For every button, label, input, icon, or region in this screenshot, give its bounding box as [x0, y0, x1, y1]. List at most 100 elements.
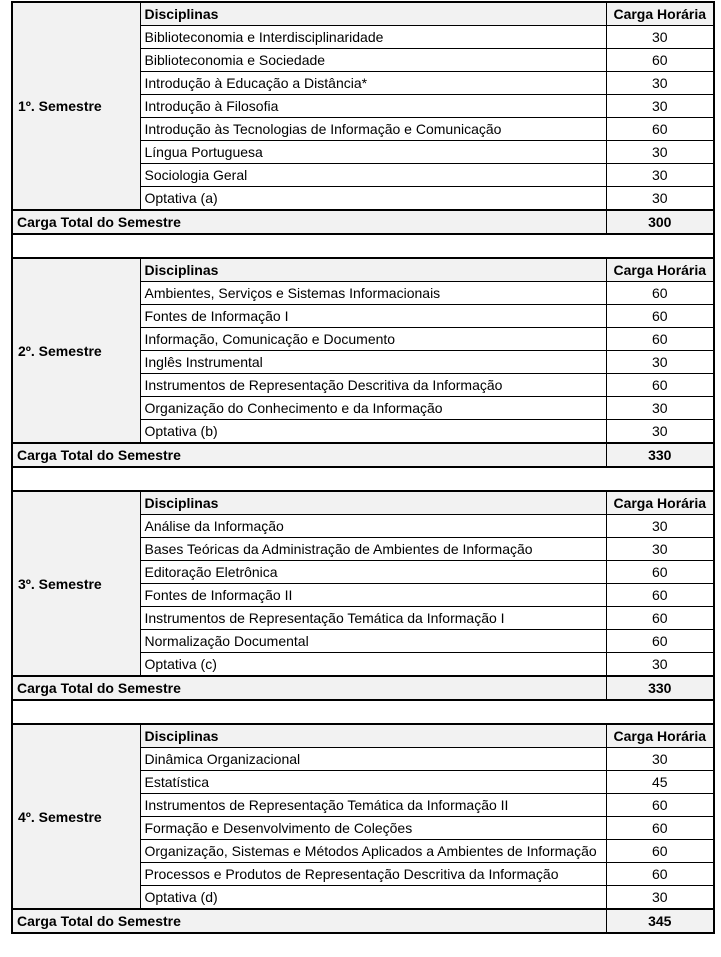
- discipline-hours: 30: [605, 25, 715, 49]
- total-row: Carga Total do Semestre 330: [11, 442, 715, 468]
- discipline-hours: 60: [605, 606, 715, 630]
- spacer-row: [11, 466, 715, 492]
- total-row: Carga Total do Semestre 330: [11, 675, 715, 701]
- discipline-name: Optativa (d): [139, 885, 607, 910]
- total-label: Carga Total do Semestre: [11, 675, 607, 701]
- carga-horaria-header: Carga Horária: [605, 1, 715, 26]
- table-row: Optativa (a) 30: [12, 186, 715, 211]
- curriculum-table: 1º. Semestre Disciplinas Carga Horária Bibl…: [11, 1, 715, 934]
- discipline-name: Fontes de Informação I: [139, 304, 607, 328]
- discipline-hours: 30: [605, 652, 715, 677]
- table-row: Organização do Conhecimento e da Informa…: [12, 396, 715, 420]
- discipline-name: Optativa (c): [139, 652, 607, 677]
- discipline-name: Instrumentos de Representação Temática d…: [139, 793, 607, 817]
- discipline-name: Optativa (b): [139, 419, 607, 444]
- carga-horaria-header: Carga Horária: [605, 490, 715, 515]
- total-hours: 345: [605, 908, 715, 934]
- semester-label: 4º. Semestre: [11, 723, 141, 910]
- discipline-name: Formação e Desenvolvimento de Coleções: [139, 816, 607, 840]
- total-label: Carga Total do Semestre: [11, 908, 607, 934]
- header-row: 4º. Semestre Disciplinas Carga Horária: [11, 723, 715, 910]
- total-hours: 330: [605, 442, 715, 468]
- discipline-hours: 30: [605, 885, 715, 910]
- discipline-name: Análise da Informação: [139, 514, 607, 538]
- discipline-hours: 30: [605, 71, 715, 95]
- discipline-hours: 30: [605, 537, 715, 561]
- discipline-name: Informação, Comunicação e Documento: [139, 327, 607, 351]
- semester-label: 3º. Semestre: [11, 490, 141, 677]
- discipline-hours: 60: [605, 862, 715, 886]
- table-row: Sociologia Geral 30: [12, 163, 715, 187]
- total-label: Carga Total do Semestre: [11, 209, 607, 235]
- spacer-cell: [11, 699, 715, 725]
- discipline-name: Biblioteconomia e Interdisciplinaridade: [139, 25, 607, 49]
- discipline-hours: 30: [605, 514, 715, 538]
- spacer-row: [11, 233, 715, 259]
- discipline-name: Organização do Conhecimento e da Informa…: [139, 396, 607, 420]
- discipline-hours: 30: [605, 396, 715, 420]
- discipline-hours: 30: [605, 350, 715, 374]
- disciplinas-header: Disciplinas: [139, 723, 607, 748]
- carga-horaria-header: Carga Horária: [605, 723, 715, 748]
- discipline-hours: 30: [605, 94, 715, 118]
- discipline-hours: 45: [605, 770, 715, 794]
- discipline-name: Biblioteconomia e Sociedade: [139, 48, 607, 72]
- discipline-name: Introdução à Educação a Distância*: [139, 71, 607, 95]
- discipline-hours: 60: [605, 327, 715, 351]
- discipline-hours: 30: [605, 747, 715, 771]
- disciplinas-header: Disciplinas: [139, 490, 607, 515]
- header-row: 3º. Semestre Disciplinas Carga Horária: [11, 490, 715, 677]
- discipline-name: Estatística: [139, 770, 607, 794]
- table-row: Bases Teóricas da Administração de Ambie…: [12, 537, 715, 561]
- table-row: Processos e Produtos de Representação De…: [12, 862, 715, 886]
- table-row: Optativa (c) 30: [12, 652, 715, 677]
- table-row: Normalização Documental 60: [12, 629, 715, 653]
- discipline-hours: 60: [605, 117, 715, 141]
- discipline-name: Inglês Instrumental: [139, 350, 607, 374]
- table-row: Informação, Comunicação e Documento 60: [12, 327, 715, 351]
- table-row: Inglês Instrumental 30: [12, 350, 715, 374]
- table-row: Instrumentos de Representação Temática d…: [12, 606, 715, 630]
- header-row: 1º. Semestre Disciplinas Carga Horária: [11, 1, 715, 211]
- discipline-name: Processos e Produtos de Representação De…: [139, 862, 607, 886]
- semester-label: 2º. Semestre: [11, 257, 141, 444]
- discipline-name: Optativa (a): [139, 186, 607, 211]
- disciplinas-header: Disciplinas: [139, 257, 607, 282]
- table-row: Biblioteconomia e Interdisciplinaridade 3…: [12, 25, 715, 49]
- discipline-name: Instrumentos de Representação Descritiva…: [139, 373, 607, 397]
- total-row: Carga Total do Semestre 345: [11, 908, 715, 934]
- table-row: Introdução às Tecnologias de Informação …: [12, 117, 715, 141]
- table-row: Dinâmica Organizacional 30: [12, 747, 715, 771]
- table-row: Língua Portuguesa 30: [12, 140, 715, 164]
- curriculum-table-body: 1º. Semestre Disciplinas Carga Horária Bibl…: [11, 1, 715, 934]
- discipline-name: Sociologia Geral: [139, 163, 607, 187]
- spacer-cell: [11, 466, 715, 492]
- discipline-hours: 30: [605, 419, 715, 444]
- discipline-hours: 60: [605, 793, 715, 817]
- discipline-hours: 60: [605, 839, 715, 863]
- discipline-hours: 60: [605, 373, 715, 397]
- disciplinas-header: Disciplinas: [139, 1, 607, 26]
- discipline-name: Fontes de Informação II: [139, 583, 607, 607]
- discipline-name: Língua Portuguesa: [139, 140, 607, 164]
- discipline-hours: 60: [605, 816, 715, 840]
- total-label: Carga Total do Semestre: [11, 442, 607, 468]
- discipline-hours: 30: [605, 186, 715, 211]
- discipline-hours: 30: [605, 140, 715, 164]
- discipline-name: Editoração Eletrônica: [139, 560, 607, 584]
- table-row: Introdução à Filosofia 30: [12, 94, 715, 118]
- discipline-name: Organização, Sistemas e Métodos Aplicado…: [139, 839, 607, 863]
- discipline-hours: 60: [605, 48, 715, 72]
- discipline-hours: 30: [605, 163, 715, 187]
- discipline-hours: 60: [605, 560, 715, 584]
- discipline-name: Bases Teóricas da Administração de Ambie…: [139, 537, 607, 561]
- total-row: Carga Total do Semestre 300: [11, 209, 715, 235]
- spacer-cell: [11, 233, 715, 259]
- discipline-hours: 60: [605, 629, 715, 653]
- discipline-name: Instrumentos de Representação Temática d…: [139, 606, 607, 630]
- discipline-name: Ambientes, Serviços e Sistemas Informaci…: [139, 281, 607, 305]
- header-row: 2º. Semestre Disciplinas Carga Horária: [11, 257, 715, 444]
- carga-horaria-header: Carga Horária: [605, 257, 715, 282]
- table-row: Instrumentos de Representação Descritiva…: [12, 373, 715, 397]
- discipline-hours: 60: [605, 281, 715, 305]
